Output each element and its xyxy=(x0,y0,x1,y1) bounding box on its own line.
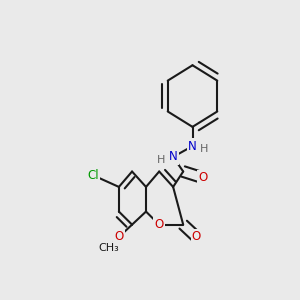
Text: H: H xyxy=(157,155,166,165)
Text: N: N xyxy=(169,150,178,164)
Text: Cl: Cl xyxy=(88,169,99,182)
Text: O: O xyxy=(114,230,124,244)
Text: H: H xyxy=(200,144,208,154)
Text: O: O xyxy=(198,171,207,184)
Text: O: O xyxy=(192,230,201,244)
Text: N: N xyxy=(188,140,197,153)
Text: O: O xyxy=(154,218,164,231)
Text: CH₃: CH₃ xyxy=(98,243,119,253)
